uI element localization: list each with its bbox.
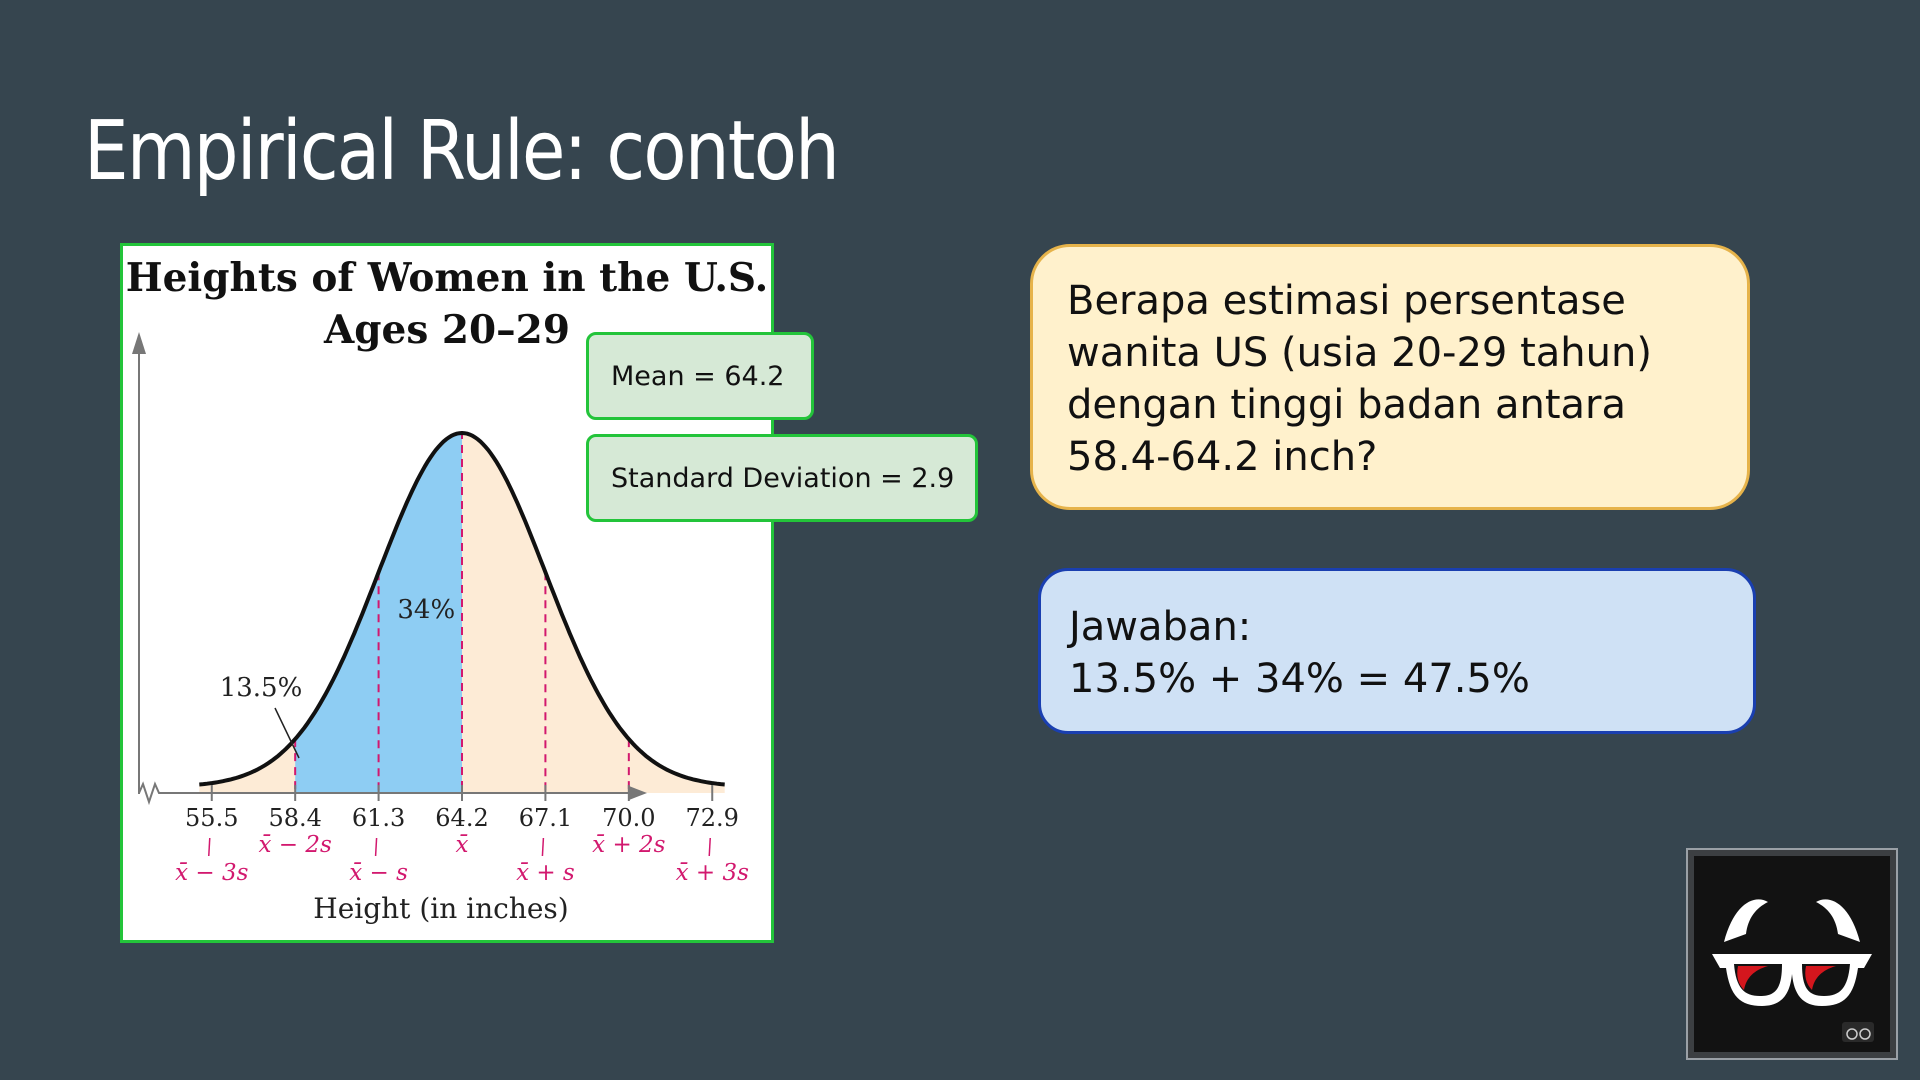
- answer-label: Jawaban:: [1069, 604, 1252, 650]
- sublabel-connector: [208, 837, 211, 857]
- question-line: 58.4-64.2 inch?: [1067, 434, 1378, 480]
- slide-title: Empirical Rule: contoh: [84, 104, 840, 199]
- x-tick-label: 64.2: [435, 804, 488, 832]
- mean-info-box: Mean = 64.2: [586, 332, 814, 420]
- question-line: dengan tinggi badan antara: [1067, 382, 1626, 428]
- chart-title: Heights of Women in the U.S.: [125, 255, 769, 301]
- question-line: Berapa estimasi persentase: [1067, 278, 1626, 324]
- x-tick-sublabel: x̄ + s: [516, 860, 575, 886]
- x-tick-label: 58.4: [268, 804, 321, 832]
- x-axis-arrow-icon: [629, 786, 647, 800]
- sd-label: Standard Deviation = 2.9: [611, 462, 955, 494]
- x-tick-sublabel: x̄ − 2s: [259, 832, 332, 858]
- x-tick-label: 67.1: [519, 804, 572, 832]
- region-label: 34%: [397, 595, 455, 625]
- x-tick-label: 61.3: [352, 804, 405, 832]
- x-tick-sublabel: x̄ + 3s: [676, 860, 749, 886]
- x-tick-sublabel: x̄ − s: [349, 860, 408, 886]
- sublabel-connector: [708, 837, 711, 857]
- answer-text: 13.5% + 34% = 47.5%: [1069, 656, 1530, 702]
- x-tick-label: 55.5: [185, 804, 238, 832]
- x-tick-sublabel: x̄ + 2s: [592, 832, 665, 858]
- x-axis-label: Height (in inches): [313, 892, 568, 925]
- channel-logo: [1686, 848, 1898, 1060]
- sublabel-connector: [374, 837, 378, 857]
- chart-subtitle: Ages 20–29: [324, 307, 570, 353]
- answer-box: Jawaban: 13.5% + 34% = 47.5%: [1038, 568, 1756, 734]
- x-axis: [138, 781, 629, 806]
- question-box: Berapa estimasi persentase wanita US (us…: [1030, 244, 1750, 510]
- x-tick-sublabel: x̄ − 3s: [175, 860, 248, 886]
- sublabel-connector: [541, 837, 545, 857]
- mean-label: Mean = 64.2: [611, 360, 785, 392]
- logo-background: [1694, 856, 1890, 1052]
- glasses-icon: [1712, 899, 1874, 1042]
- x-tick-label: 70.0: [602, 804, 655, 832]
- bell-curve-line: [199, 430, 725, 787]
- chart-title-block: Heights of Women in the U.S. Ages 20–29: [123, 252, 771, 356]
- x-tick-sublabel: x̄: [456, 832, 469, 858]
- region-label-pointer: [274, 707, 300, 759]
- y-axis-arrow-icon: [132, 332, 146, 354]
- bell-curve-chart: 55.5 x̄ − 3s 58.4x̄ − 2s 61.3 x̄ − s 64.2x̄ 67…: [132, 332, 749, 925]
- question-line: wanita US (usia 20-29 tahun): [1067, 330, 1652, 376]
- x-tick-label: 72.9: [686, 804, 739, 832]
- sd-info-box: Standard Deviation = 2.9: [586, 434, 978, 522]
- region-label: 13.5%: [220, 673, 303, 703]
